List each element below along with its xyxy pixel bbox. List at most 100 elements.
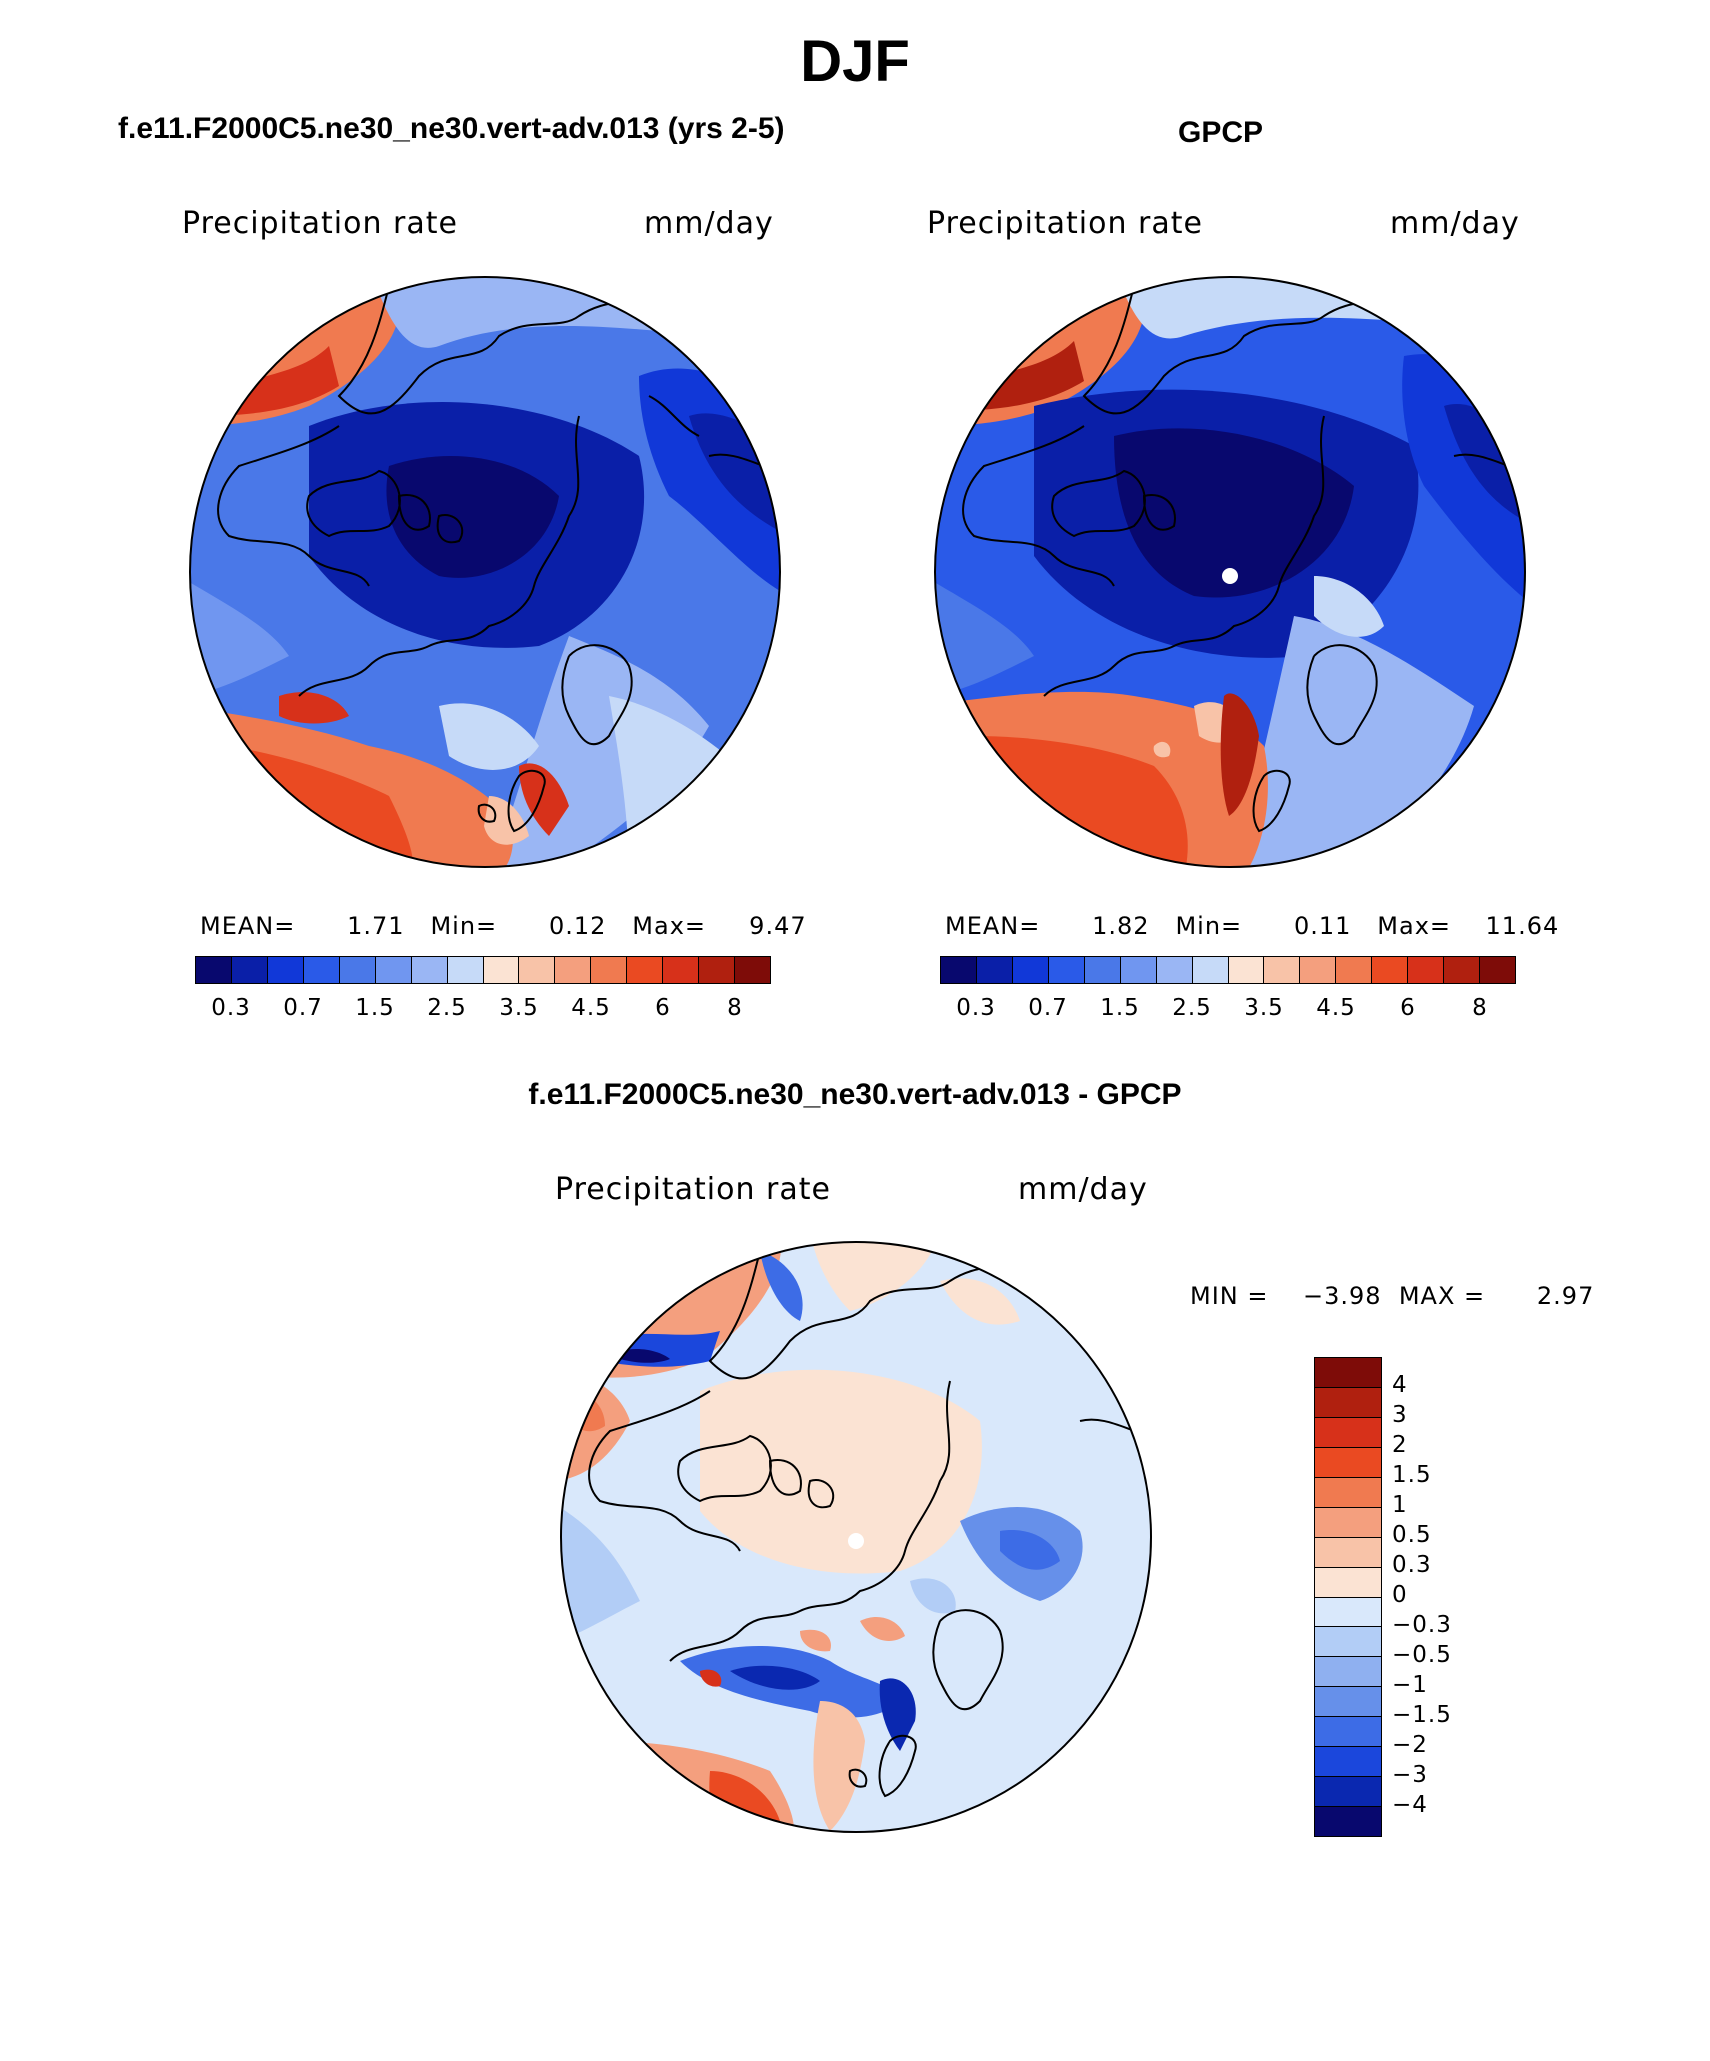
- map-diff: [560, 1241, 1152, 1833]
- mean-value: 1.71: [347, 912, 405, 940]
- colorbar-obs-swatch: [1156, 957, 1193, 983]
- colorbar-diff-swatch: [1315, 1687, 1381, 1718]
- colorbar-model-swatch: [339, 957, 376, 983]
- colorbar-obs-swatch: [1264, 957, 1301, 983]
- colorbar-diff-swatch: [1315, 1387, 1381, 1418]
- max-value: 9.47: [749, 912, 807, 940]
- colorbar-diff-tick-label: 0: [1392, 1582, 1408, 1608]
- colorbar-obs-swatch: [1408, 957, 1445, 983]
- colorbar-obs-swatch: [1336, 957, 1373, 983]
- colorbar-obs-tick-label: 6: [1400, 995, 1416, 1021]
- colorbar-diff-swatch: [1315, 1567, 1381, 1598]
- colorbar-model-tick-label: 0.3: [211, 995, 251, 1021]
- colorbar-model-swatch: [267, 957, 304, 983]
- colorbar-diff-swatch: [1315, 1447, 1381, 1478]
- min-label: MIN =: [1190, 1282, 1269, 1310]
- min-label: Min=: [1175, 912, 1243, 940]
- colorbar-obs-swatch: [1480, 957, 1515, 983]
- colorbar-diff-tick-label: −0.5: [1392, 1642, 1452, 1668]
- colorbar-diff-tick-label: 3: [1392, 1402, 1408, 1428]
- panel-obs-subtitle: GPCP: [1178, 116, 1264, 149]
- panel-diff-units-label: mm/day: [1018, 1172, 1148, 1207]
- colorbar-obs-swatch: [941, 957, 977, 983]
- colorbar-diff-swatch: [1315, 1358, 1381, 1388]
- colorbar-obs-swatch: [1444, 957, 1481, 983]
- mean-label: MEAN=: [945, 912, 1041, 940]
- panel-model-subtitle: f.e11.F2000C5.ne30_ne30.vert-adv.013 (yr…: [118, 112, 785, 145]
- colorbar-diff-swatch: [1315, 1627, 1381, 1658]
- colorbar-diff-tick-label: 1: [1392, 1492, 1408, 1518]
- colorbar-diff-swatch: [1315, 1657, 1381, 1688]
- colorbar-model-tick-label: 1.5: [355, 995, 395, 1021]
- panel-model-stats: MEAN= 1.71 Min= 0.12 Max= 9.47: [200, 912, 807, 940]
- colorbar-model-tick-label: 6: [655, 995, 671, 1021]
- colorbar-model-ticks: 0.3 0.7 1.5 2.5 3.5 4.5 6 8: [195, 995, 771, 1025]
- colorbar-model-swatch: [231, 957, 268, 983]
- colorbar-obs-swatch: [1192, 957, 1229, 983]
- colorbar-diff-swatch: [1315, 1807, 1381, 1836]
- colorbar-obs-ticks: 0.3 0.7 1.5 2.5 3.5 4.5 6 8: [940, 995, 1516, 1025]
- colorbar-obs-swatch: [976, 957, 1013, 983]
- panel-obs-variable-label: Precipitation rate: [927, 206, 1203, 241]
- max-label: Max=: [632, 912, 707, 940]
- min-label: Min=: [430, 912, 498, 940]
- pole-marker: [1222, 568, 1238, 584]
- colorbar-diff-swatch: [1315, 1597, 1381, 1628]
- colorbar-obs-swatch: [1084, 957, 1121, 983]
- colorbar-diff-tick-label: −2: [1392, 1732, 1428, 1758]
- colorbar-obs-swatch: [1048, 957, 1085, 983]
- colorbar-diff-tick-label: −1: [1392, 1672, 1428, 1698]
- max-value: 2.97: [1536, 1282, 1595, 1310]
- max-value: 11.64: [1485, 912, 1560, 940]
- colorbar-obs-tick-label: 4.5: [1316, 995, 1356, 1021]
- colorbar-model-tick-label: 2.5: [427, 995, 467, 1021]
- map-model: [189, 276, 781, 868]
- colorbar-diff: [1314, 1357, 1382, 1837]
- colorbar-model-tick-label: 0.7: [283, 995, 323, 1021]
- colorbar-diff-swatch: [1315, 1477, 1381, 1508]
- colorbar-model-swatch: [483, 957, 520, 983]
- min-value: 0.11: [1293, 912, 1352, 940]
- max-label: MAX =: [1398, 1282, 1486, 1310]
- colorbar-obs-swatch: [1012, 957, 1049, 983]
- colorbar-obs-swatch: [1228, 957, 1265, 983]
- colorbar-diff-tick-label: 0.3: [1392, 1552, 1432, 1578]
- mean-label: MEAN=: [200, 912, 296, 940]
- colorbar-model-swatch: [699, 957, 736, 983]
- panel-obs-stats: MEAN= 1.82 Min= 0.11 Max= 11.64: [945, 912, 1559, 940]
- colorbar-model-swatch: [375, 957, 412, 983]
- colorbar-diff-tick-label: −0.3: [1392, 1612, 1452, 1638]
- colorbar-model-swatch: [663, 957, 700, 983]
- colorbar-model-swatch: [591, 957, 628, 983]
- colorbar-diff-tick-label: 0.5: [1392, 1522, 1432, 1548]
- colorbar-obs-tick-label: 2.5: [1172, 995, 1212, 1021]
- colorbar-model-tick-label: 3.5: [499, 995, 539, 1021]
- colorbar-diff-swatch: [1315, 1777, 1381, 1808]
- map-obs: [934, 276, 1526, 868]
- colorbar-diff-swatch: [1315, 1417, 1381, 1448]
- colorbar-diff-tick-label: −4: [1392, 1792, 1428, 1818]
- pole-marker: [848, 1533, 864, 1549]
- colorbar-model-swatch: [627, 957, 664, 983]
- panel-model-variable-label: Precipitation rate: [182, 206, 458, 241]
- max-label: Max=: [1377, 912, 1452, 940]
- colorbar-model-swatch: [555, 957, 592, 983]
- colorbar-obs-tick-label: 3.5: [1244, 995, 1284, 1021]
- colorbar-diff-swatch: [1315, 1747, 1381, 1778]
- colorbar-diff-tick-label: 4: [1392, 1372, 1408, 1398]
- mean-value: 1.82: [1092, 912, 1150, 940]
- colorbar-model: [195, 956, 771, 984]
- panel-obs-units-label: mm/day: [1390, 206, 1520, 241]
- colorbar-diff-ticks: 4 3 2 1.5 1 0.5 0.3 0 −0.3 −0.5 −1 −1.5 −2 −3 −4: [1392, 1357, 1492, 1837]
- colorbar-obs-tick-label: 1.5: [1100, 995, 1140, 1021]
- colorbar-model-swatch: [411, 957, 448, 983]
- colorbar-obs-tick-label: 8: [1472, 995, 1488, 1021]
- colorbar-model-swatch: [447, 957, 484, 983]
- colorbar-model-swatch: [735, 957, 770, 983]
- colorbar-model-tick-label: 8: [727, 995, 743, 1021]
- colorbar-obs: [940, 956, 1516, 984]
- colorbar-model-swatch: [519, 957, 556, 983]
- min-value: −3.98: [1303, 1282, 1382, 1310]
- colorbar-obs-tick-label: 0.3: [956, 995, 996, 1021]
- colorbar-diff-tick-label: 1.5: [1392, 1462, 1432, 1488]
